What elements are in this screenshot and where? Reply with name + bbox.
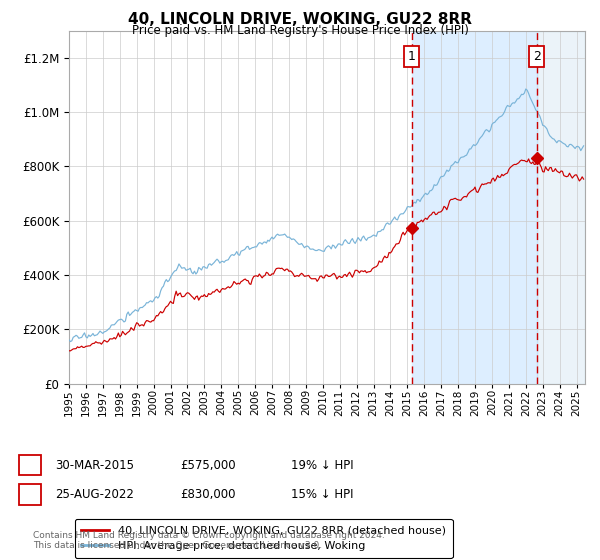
Bar — [537, 31, 585, 384]
Text: £830,000: £830,000 — [180, 488, 235, 501]
Text: 1: 1 — [26, 459, 34, 472]
Text: 2: 2 — [533, 50, 541, 63]
Text: £575,000: £575,000 — [180, 459, 236, 472]
Text: Contains HM Land Registry data © Crown copyright and database right 2024.
This d: Contains HM Land Registry data © Crown c… — [33, 530, 385, 550]
Legend: 40, LINCOLN DRIVE, WOKING, GU22 8RR (detached house), HPI: Average price, detach: 40, LINCOLN DRIVE, WOKING, GU22 8RR (det… — [74, 519, 452, 558]
Text: 2: 2 — [26, 488, 34, 501]
Text: 30-MAR-2015: 30-MAR-2015 — [55, 459, 134, 472]
Text: 15% ↓ HPI: 15% ↓ HPI — [291, 488, 353, 501]
Text: 19% ↓ HPI: 19% ↓ HPI — [291, 459, 353, 472]
Text: 25-AUG-2022: 25-AUG-2022 — [55, 488, 134, 501]
Text: 40, LINCOLN DRIVE, WOKING, GU22 8RR: 40, LINCOLN DRIVE, WOKING, GU22 8RR — [128, 12, 472, 27]
Text: 1: 1 — [407, 50, 416, 63]
Text: Price paid vs. HM Land Registry's House Price Index (HPI): Price paid vs. HM Land Registry's House … — [131, 24, 469, 36]
Bar — [412, 31, 537, 384]
